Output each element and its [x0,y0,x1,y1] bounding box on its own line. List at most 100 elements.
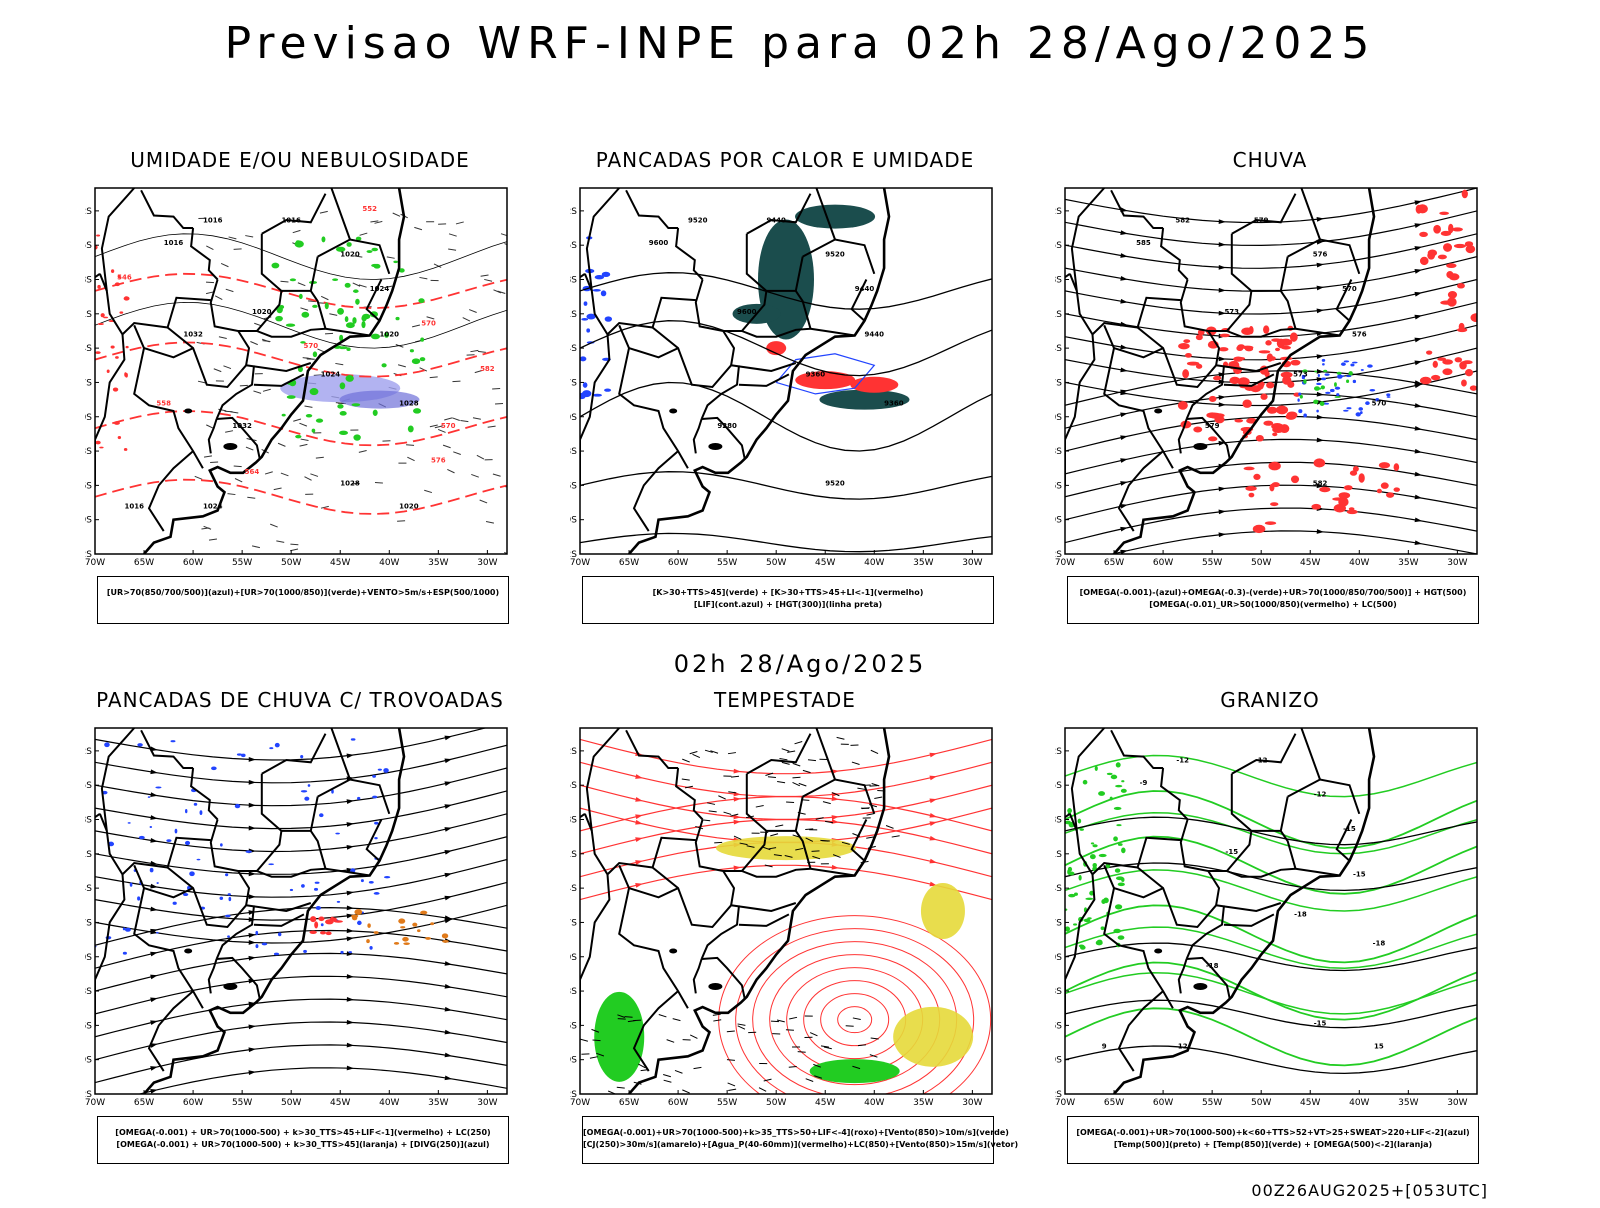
lon-tick-label: 55W [717,558,737,568]
divergence-area [139,836,145,839]
wind-vector [798,1052,806,1053]
lat-tick-label: 36S [85,481,92,491]
humidity-low-levels [313,351,317,357]
convective-area [795,205,875,229]
rain-area [1265,521,1277,525]
lon-tick-label: 65W [619,558,639,568]
contour-label: 9520 [688,216,708,224]
lat-tick-label: 15S [85,781,92,791]
divergence-area [290,889,293,891]
rain-area [1431,375,1440,380]
temp850-fragment [1074,893,1078,896]
jet-stream-area [716,836,856,860]
lif-contour [586,328,590,332]
wind-vector [786,1030,794,1031]
lon-tick-label: 60W [1153,558,1173,568]
temp850-fragment [1099,854,1107,857]
rain-area [1457,283,1465,289]
rain-area [1426,351,1432,355]
severe-thunderstorm-area [325,919,334,924]
rain-area [1459,361,1467,369]
rain-area [1209,413,1221,419]
omega-strong-area [1335,396,1341,398]
lat-tick-label: 24S [85,344,92,354]
humidity-low-levels [346,322,355,328]
rain-area [1282,376,1291,385]
contour-fragment [126,346,129,348]
rain-area [1291,475,1299,483]
lon-tick-label: 40W [864,558,884,568]
contour-label: 570 [441,422,456,430]
temp850-fragment [1085,898,1093,900]
temp850-fragment [1121,780,1124,782]
contour-fragment [99,447,103,449]
legend-line: [Temp(500)](preto) + [Temp(850)](verde) … [1068,1139,1478,1151]
panel-title: GRANIZO [1055,688,1485,712]
lon-tick-label: 55W [717,1098,737,1108]
humidity-low-levels [301,312,309,318]
thunderstorm-area [398,918,405,923]
contour-label: 570 [421,319,436,327]
lon-tick-label: 70W [85,558,105,568]
lon-tick-label: 50W [1251,558,1271,568]
contour-label: 1028 [340,479,360,487]
omega-area [1346,407,1351,409]
temp850-fragment [1098,791,1105,796]
contour-label: 576 [1352,331,1367,339]
rain-area [1236,345,1243,351]
rain-area [1454,244,1466,248]
humidity-low-levels [362,314,370,320]
rain-area [1465,369,1473,376]
humidity-low-levels [312,429,316,433]
rain-area [1446,263,1456,268]
lat-tick-label: 33S [85,447,92,457]
humidity-low-levels [408,425,414,432]
contour-label: 1028 [399,399,419,407]
rain-area [1417,204,1428,213]
rain-area [1428,249,1437,256]
lon-tick-label: 60W [1153,1098,1173,1108]
rain-area [1178,401,1188,410]
rain-area [1182,369,1189,378]
rain-area [1446,271,1453,278]
divergence-area [137,896,140,900]
omega-area [1386,393,1390,396]
lagoon-mark [1154,949,1162,954]
legend-line: [OMEGA(-0.01)_UR>50(1000/850)(vermelho) … [1068,599,1478,611]
lagoon-mark [1154,409,1162,414]
contour-label: 9440 [865,331,885,339]
temp850-fragment [1121,789,1127,793]
rain-area [1441,231,1451,236]
humidity-low-levels [337,308,344,315]
thunderstorm-area [400,926,405,928]
low-level-jet-area [594,992,644,1082]
lagoon-mark [184,409,192,414]
divergence-area [155,787,161,789]
omega-area [1297,398,1299,401]
divergence-area [361,879,364,882]
panel-legend: [OMEGA(-0.001) + UR>70(1000-500) + k>30_… [97,1116,509,1164]
legend-line: [OMEGA(-0.001)+UR>70(1000-500)+k>35_TTS>… [583,1127,993,1139]
temp850-fragment [1115,904,1122,909]
humidity-low-levels [381,363,386,367]
lat-tick-label: 39S [570,1056,577,1066]
lagoon-mark [223,983,237,990]
divergence-area [374,822,378,825]
omega-strong-area [1320,401,1325,406]
divergence-area [378,769,382,771]
contour-fragment [103,317,108,319]
rain-area [1263,421,1273,426]
temp850-fragment [1121,847,1125,853]
contour-fragment [107,370,110,374]
lon-tick-label: 70W [85,1098,105,1108]
humidity-low-levels [332,278,338,281]
rain-area [1319,487,1330,492]
omega-area [1335,387,1340,390]
contour-label: -12 [1255,756,1268,764]
divergence-area [369,881,374,884]
divergence-area [220,897,224,900]
lat-tick-label: 12S [85,207,92,217]
humidity-low-levels [355,299,360,305]
lon-tick-label: 65W [619,1098,639,1108]
severe-thunderstorm-area [314,921,318,928]
